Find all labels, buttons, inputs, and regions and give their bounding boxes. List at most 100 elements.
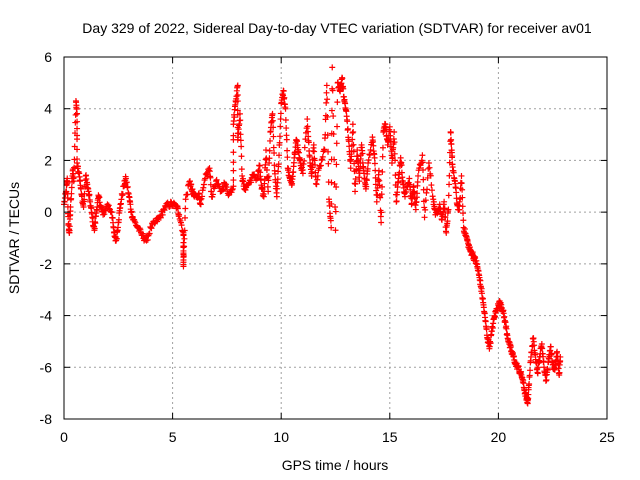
y-tick-label: 6: [44, 49, 52, 65]
data-point: [526, 381, 533, 388]
x-tick-label: 15: [382, 429, 398, 445]
y-tick-label: -2: [40, 256, 53, 272]
data-point: [304, 116, 311, 123]
data-point: [230, 118, 237, 125]
data-point: [290, 168, 297, 175]
data-point: [544, 367, 551, 374]
data-point: [333, 161, 340, 168]
data-point: [265, 173, 272, 180]
y-axis-label: SDTVAR / TECUs: [6, 182, 22, 294]
data-point: [357, 165, 364, 172]
data-point: [415, 172, 422, 179]
data-point: [283, 136, 290, 143]
data-point: [328, 224, 335, 231]
data-point: [113, 235, 120, 242]
data-point: [450, 169, 457, 176]
data-point: [363, 177, 370, 184]
data-point: [282, 116, 289, 123]
data-point: [348, 153, 355, 160]
data-point: [441, 198, 448, 205]
data-point: [234, 82, 241, 89]
data-point: [229, 186, 236, 193]
data-point: [425, 165, 432, 172]
data-point: [160, 206, 167, 213]
data-point: [339, 75, 346, 82]
data-point: [306, 153, 313, 160]
data-point: [387, 138, 394, 145]
data-point: [487, 339, 494, 346]
data-point: [441, 205, 448, 212]
data-point: [119, 191, 126, 198]
data-point: [180, 252, 187, 259]
data-point: [276, 139, 283, 146]
data-point: [446, 172, 453, 179]
data-point: [66, 223, 73, 230]
data-point: [230, 132, 237, 139]
data-point: [78, 185, 85, 192]
data-point: [501, 313, 508, 320]
data-point: [319, 153, 326, 160]
data-point: [379, 183, 386, 190]
data-point: [72, 111, 79, 118]
data-point: [143, 237, 150, 244]
data-point: [458, 180, 465, 187]
data-point: [139, 230, 146, 237]
data-point: [77, 177, 84, 184]
data-point: [526, 372, 533, 379]
data-point: [444, 218, 451, 225]
data-point: [456, 206, 463, 213]
data-point: [230, 167, 237, 174]
data-point: [70, 178, 77, 185]
data-point: [325, 148, 332, 155]
data-point: [333, 140, 340, 147]
data-point: [540, 353, 547, 360]
data-point: [317, 162, 324, 169]
data-point: [64, 194, 71, 201]
data-point: [178, 222, 185, 229]
data-point: [271, 162, 278, 169]
data-point: [327, 217, 334, 224]
data-point: [118, 196, 125, 203]
data-point: [215, 180, 222, 187]
data-point: [270, 144, 277, 151]
data-point: [391, 139, 398, 146]
data-point: [378, 219, 385, 226]
data-point: [180, 263, 187, 270]
data-point: [262, 147, 269, 154]
data-point: [334, 99, 341, 106]
plot-frame: [63, 56, 608, 420]
data-point: [446, 181, 453, 188]
data-point: [102, 207, 109, 214]
data-point: [323, 89, 330, 96]
data-point: [128, 208, 135, 215]
data-point: [294, 138, 301, 145]
data-point: [323, 99, 330, 106]
data-point: [96, 194, 103, 201]
data-point: [274, 185, 281, 192]
data-point: [345, 138, 352, 145]
data-point: [234, 98, 241, 105]
data-point: [477, 277, 484, 284]
chart-title: Day 329 of 2022, Sidereal Day-to-day VTE…: [82, 20, 592, 36]
data-point: [285, 165, 292, 172]
data-point: [277, 110, 284, 117]
data-point: [115, 216, 122, 223]
data-point: [328, 200, 335, 207]
data-point: [378, 209, 385, 216]
data-point: [67, 203, 74, 210]
y-tick-label: 4: [44, 101, 52, 117]
data-point: [273, 193, 280, 200]
data-points: [61, 64, 564, 407]
data-point: [184, 191, 191, 198]
data-point: [301, 157, 308, 164]
data-point: [313, 181, 320, 188]
data-point: [206, 168, 213, 175]
data-point: [108, 209, 115, 216]
data-point: [281, 94, 288, 101]
data-point: [230, 183, 237, 190]
data-point: [237, 117, 244, 124]
x-tick-label: 20: [491, 429, 507, 445]
data-point: [229, 185, 236, 192]
data-point: [74, 125, 81, 132]
data-point: [124, 183, 131, 190]
